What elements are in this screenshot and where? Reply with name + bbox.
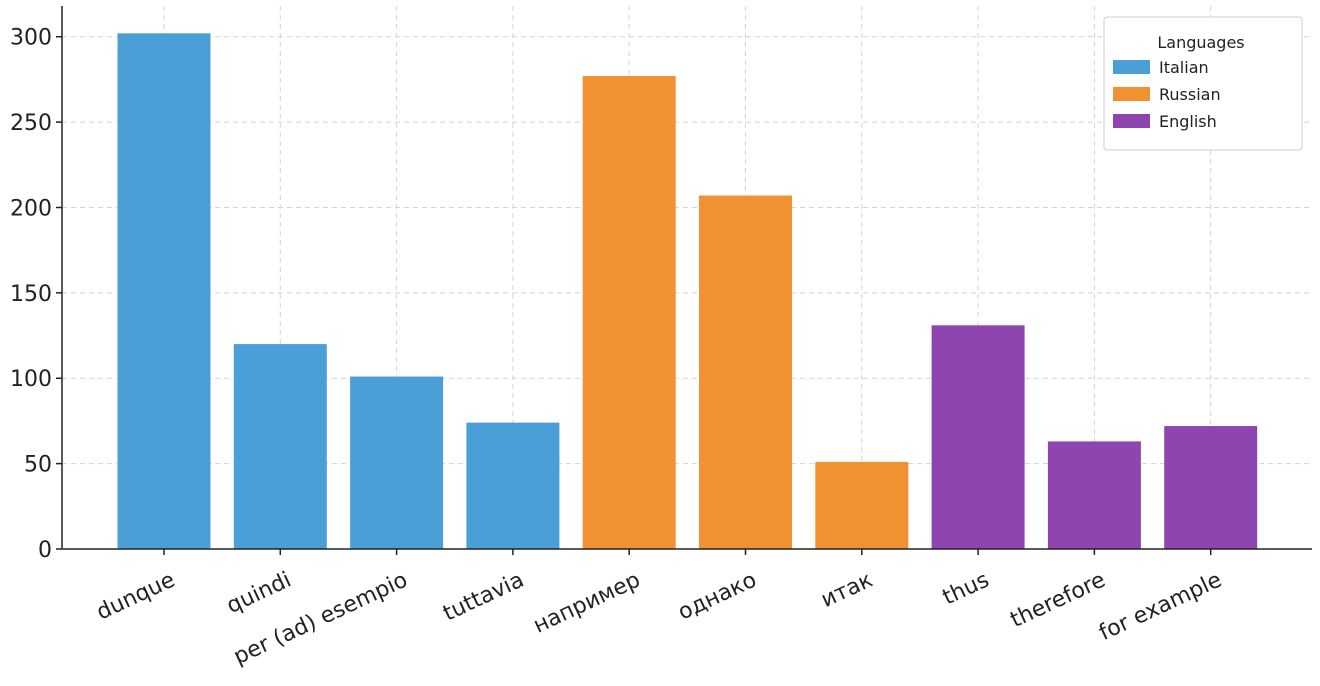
x-tick-label: tuttavia xyxy=(439,568,527,627)
bar-8 xyxy=(931,325,1025,549)
x-tick-label: однако xyxy=(674,568,760,626)
bar-2 xyxy=(233,344,327,549)
bar-4 xyxy=(466,422,560,549)
bar-7 xyxy=(815,461,909,549)
x-tick-label: например xyxy=(530,568,644,639)
y-axis-ticks: 0 50 100 150 200 250 300 xyxy=(10,26,62,563)
y-tick-label: 100 xyxy=(10,367,52,392)
y-tick-label: 300 xyxy=(10,26,52,51)
legend-label-italian: Italian xyxy=(1159,58,1209,77)
bar-9 xyxy=(1047,441,1141,549)
y-tick-label: 0 xyxy=(38,538,52,563)
y-tick-label: 150 xyxy=(10,282,52,307)
bar-6 xyxy=(699,195,792,550)
bar-3 xyxy=(350,376,444,549)
bar-10 xyxy=(1164,426,1258,549)
x-tick-label: dunque xyxy=(93,568,179,626)
y-tick-label: 250 xyxy=(10,111,52,136)
x-tick-label: therefore xyxy=(1007,568,1110,634)
x-tick-label: итак xyxy=(817,568,876,613)
x-tick-label: quindi xyxy=(223,568,295,619)
x-tick-label: thus xyxy=(939,568,993,611)
x-tick-label: for example xyxy=(1096,568,1226,646)
legend-swatch-english xyxy=(1113,114,1150,128)
bars xyxy=(117,33,1258,550)
legend-label-russian: Russian xyxy=(1159,85,1221,104)
legend-items: Italian Russian English xyxy=(1113,58,1221,131)
legend-box xyxy=(1103,16,1303,151)
legend-swatch-italian xyxy=(1113,60,1150,74)
legend-title: Languages xyxy=(1157,33,1244,52)
y-tick-label: 50 xyxy=(24,453,52,478)
legend-swatch-russian xyxy=(1113,87,1150,101)
bar-1 xyxy=(117,33,211,550)
legend-label-english: English xyxy=(1159,112,1217,131)
bar-5 xyxy=(582,76,676,550)
legend: Languages Italian Russian English xyxy=(1103,16,1303,151)
axes xyxy=(61,6,1312,550)
y-tick-label: 200 xyxy=(10,196,52,221)
